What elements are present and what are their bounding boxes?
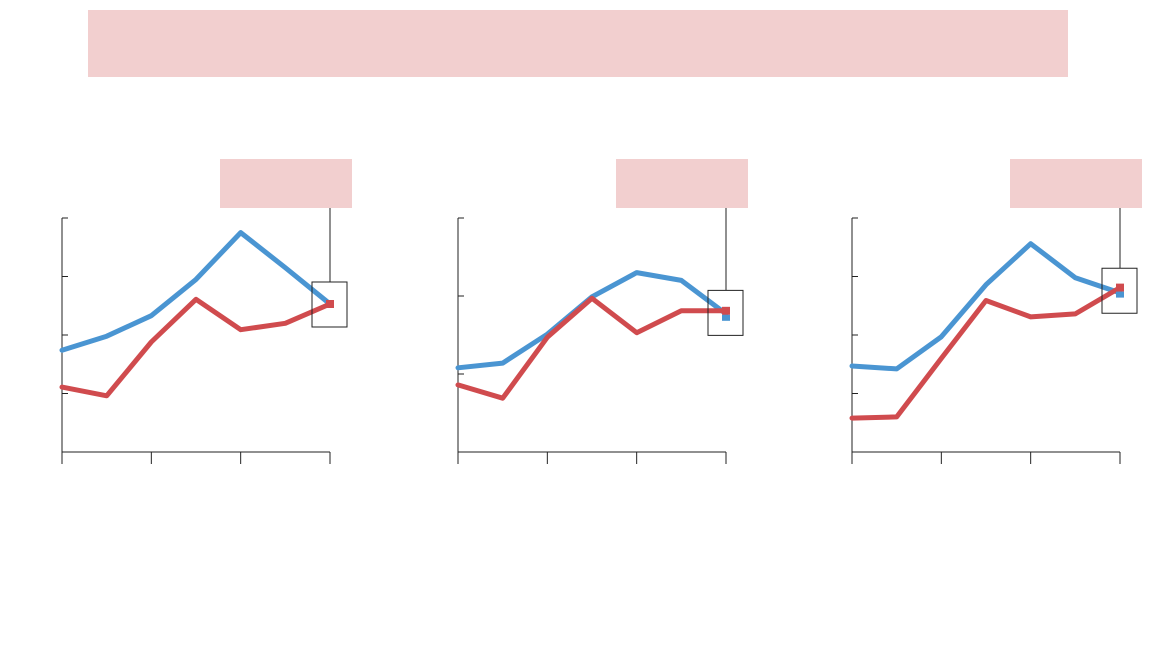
series-line-red	[849, 285, 1123, 421]
callout-box	[707, 289, 744, 336]
panel-3	[849, 159, 1142, 464]
series-line-blue	[59, 230, 333, 353]
series-line-blue	[849, 241, 1123, 372]
panel-1	[59, 159, 352, 464]
callout-box	[311, 281, 348, 328]
series-line-red	[59, 296, 333, 399]
end-marker-blue	[1116, 291, 1124, 298]
end-marker-red	[722, 306, 730, 315]
series-line-red	[455, 295, 729, 401]
panel-2	[455, 159, 748, 464]
callout-box	[1101, 267, 1138, 314]
end-marker-blue	[722, 314, 730, 321]
series-label-box	[1010, 159, 1142, 208]
header-banner	[88, 10, 1068, 77]
series-label-box	[616, 159, 748, 208]
end-marker-red	[326, 299, 334, 308]
series-line-blue	[455, 270, 729, 371]
end-marker-red	[1116, 283, 1124, 292]
series-label-box	[220, 159, 352, 208]
